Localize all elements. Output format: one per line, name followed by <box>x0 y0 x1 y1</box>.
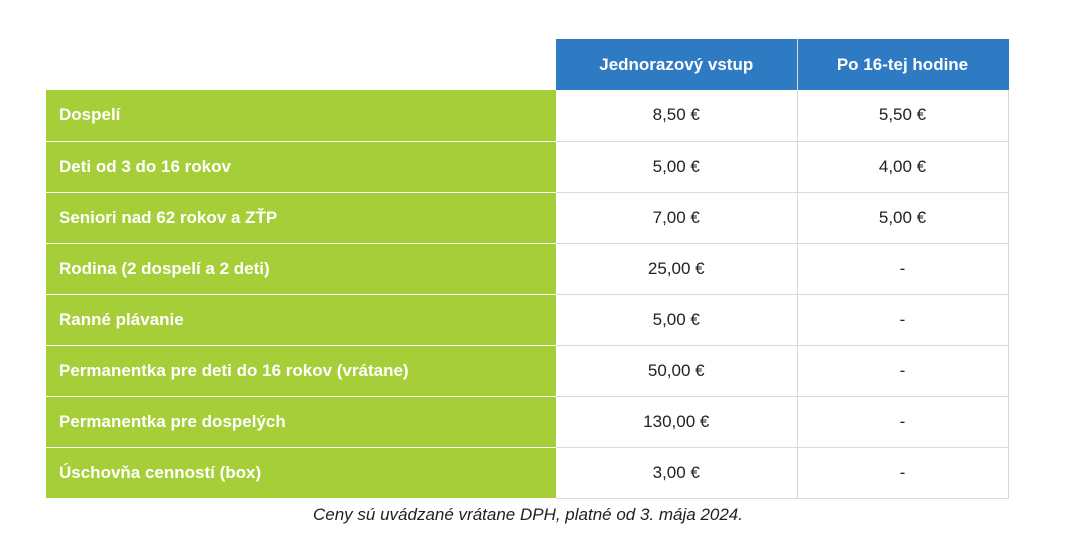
row-label: Dospelí <box>46 90 556 142</box>
price-after-16: 5,50 € <box>797 90 1009 142</box>
price-single-entry: 8,50 € <box>556 90 798 142</box>
row-label: Deti od 3 do 16 rokov <box>46 141 556 193</box>
row-label: Ranné plávanie <box>46 294 556 346</box>
price-after-16: - <box>797 345 1009 397</box>
table-row: Úschovňa cenností (box) 3,00 € - <box>46 447 1009 499</box>
table-corner-cell <box>46 39 556 90</box>
table-row: Ranné plávanie 5,00 € - <box>46 294 1009 346</box>
price-single-entry: 5,00 € <box>556 294 798 346</box>
table-header-row: Jednorazový vstup Po 16-tej hodine <box>46 39 1009 90</box>
row-label: Rodina (2 dospelí a 2 deti) <box>46 243 556 295</box>
price-after-16: - <box>797 447 1009 499</box>
table-row: Seniori nad 62 rokov a ZŤP 7,00 € 5,00 € <box>46 192 1009 244</box>
table-row: Permanentka pre deti do 16 rokov (vrátan… <box>46 345 1009 397</box>
row-label: Permanentka pre deti do 16 rokov (vrátan… <box>46 345 556 397</box>
row-label: Úschovňa cenností (box) <box>46 447 556 498</box>
table-row: Rodina (2 dospelí a 2 deti) 25,00 € - <box>46 243 1009 295</box>
price-single-entry: 5,00 € <box>556 141 798 193</box>
price-single-entry: 25,00 € <box>556 243 798 295</box>
price-after-16: - <box>797 396 1009 448</box>
column-header-after-16: Po 16-tej hodine <box>797 39 1009 90</box>
price-single-entry: 130,00 € <box>556 396 798 448</box>
price-single-entry: 7,00 € <box>556 192 798 244</box>
price-after-16: 4,00 € <box>797 141 1009 193</box>
price-after-16: 5,00 € <box>797 192 1009 244</box>
row-label: Seniori nad 62 rokov a ZŤP <box>46 192 556 244</box>
table-row: Permanentka pre dospelých 130,00 € - <box>46 396 1009 448</box>
price-single-entry: 50,00 € <box>556 345 798 397</box>
column-header-single-entry: Jednorazový vstup <box>556 39 798 90</box>
price-after-16: - <box>797 243 1009 295</box>
row-label: Permanentka pre dospelých <box>46 396 556 448</box>
price-table: Jednorazový vstup Po 16-tej hodine Dospe… <box>46 39 1009 499</box>
price-note: Ceny sú uvádzané vrátane DPH, platné od … <box>313 505 743 524</box>
price-after-16: - <box>797 294 1009 346</box>
table-row: Dospelí 8,50 € 5,50 € <box>46 90 1009 142</box>
price-single-entry: 3,00 € <box>556 447 798 499</box>
table-row: Deti od 3 do 16 rokov 5,00 € 4,00 € <box>46 141 1009 193</box>
